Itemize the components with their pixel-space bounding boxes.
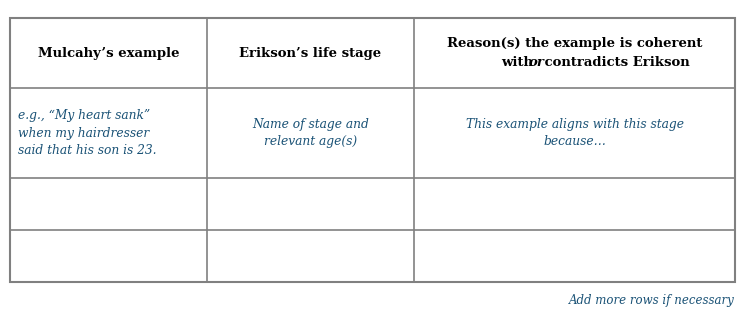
- Text: contradicts Erikson: contradicts Erikson: [540, 57, 689, 69]
- Text: Add more rows if necessary: Add more rows if necessary: [569, 294, 735, 307]
- Text: This example aligns with this stage
because…: This example aligns with this stage beca…: [466, 118, 683, 148]
- Text: with: with: [501, 57, 538, 69]
- Text: or: or: [529, 57, 545, 69]
- Text: Name of stage and
relevant age(s): Name of stage and relevant age(s): [252, 118, 369, 148]
- Text: e.g., “My heart sank”
when my hairdresser
said that his son is 23.: e.g., “My heart sank” when my hairdresse…: [18, 110, 156, 156]
- Text: Reason(s) the example is coherent: Reason(s) the example is coherent: [447, 36, 702, 50]
- Bar: [10, 18, 735, 282]
- Text: Mulcahy’s example: Mulcahy’s example: [38, 46, 179, 59]
- Text: Erikson’s life stage: Erikson’s life stage: [240, 46, 382, 59]
